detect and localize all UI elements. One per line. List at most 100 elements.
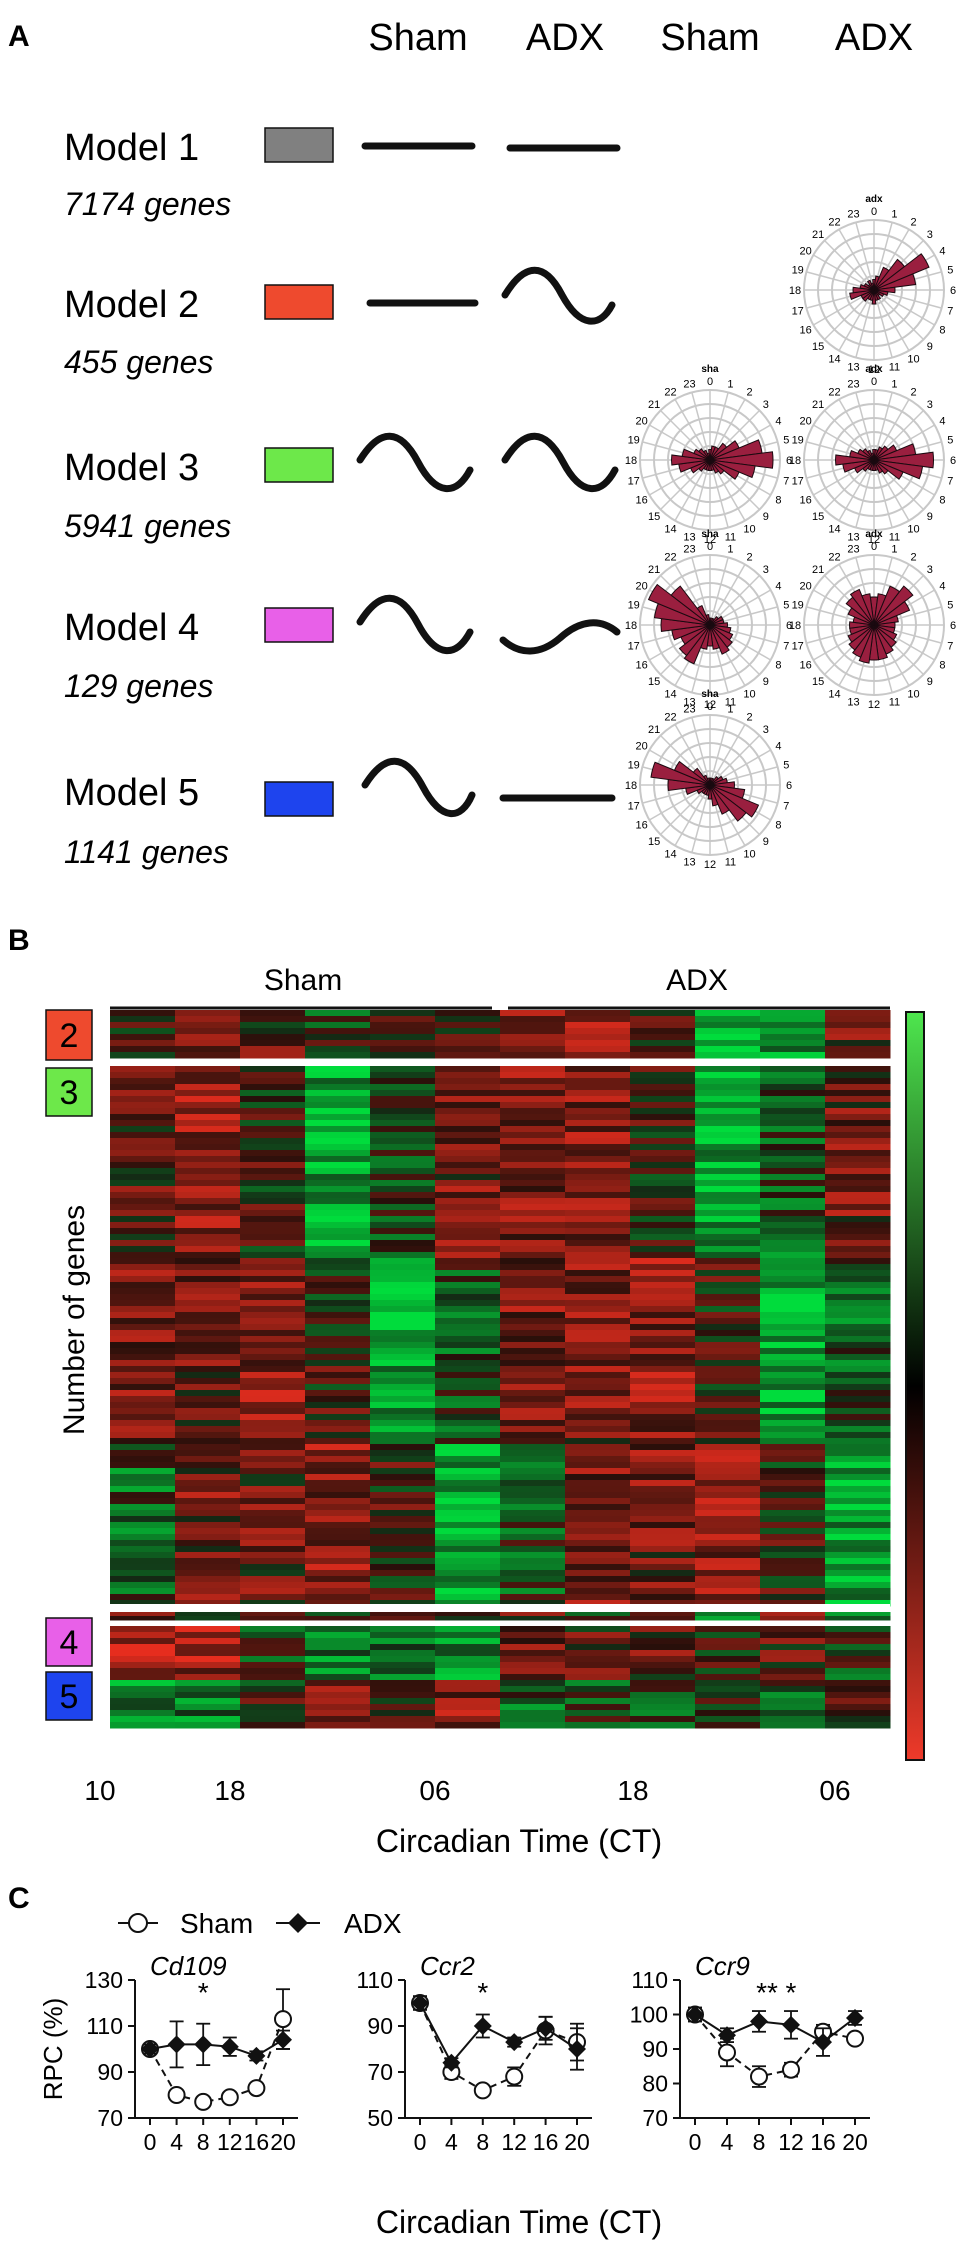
heatmap-cell bbox=[240, 1716, 306, 1723]
heatmap-cell bbox=[240, 1680, 306, 1687]
heatmap-cell bbox=[630, 1330, 696, 1337]
heatmap-cell bbox=[565, 1040, 631, 1047]
heatmap-cell bbox=[240, 1294, 306, 1301]
heatmap-cell bbox=[305, 1390, 371, 1397]
heatmap-cell bbox=[630, 1138, 696, 1145]
heatmap-cell bbox=[110, 1240, 176, 1247]
heatmap-cell bbox=[305, 1528, 371, 1535]
model-name: Model 5 bbox=[64, 772, 199, 814]
heatmap-cell bbox=[630, 1588, 696, 1595]
heatmap-cell bbox=[110, 1540, 176, 1547]
heatmap-cell bbox=[435, 1616, 501, 1621]
heatmap-cell bbox=[760, 1522, 826, 1529]
data-point-adx bbox=[247, 2046, 266, 2065]
x-tick-label: 8 bbox=[476, 2129, 489, 2155]
data-point-sham bbox=[846, 2029, 864, 2048]
heatmap-cell bbox=[435, 1710, 501, 1717]
heatmap-cell bbox=[500, 1492, 566, 1499]
heatmap-cell bbox=[305, 1282, 371, 1289]
adx-wave-line bbox=[501, 266, 616, 325]
heatmap-cell bbox=[500, 1120, 566, 1127]
rose-hour-label: 8 bbox=[775, 495, 781, 507]
heatmap-cell bbox=[630, 1722, 696, 1729]
heatmap-cell bbox=[240, 1270, 306, 1277]
heatmap-cell bbox=[370, 1300, 436, 1307]
heatmap-cell bbox=[110, 1432, 176, 1439]
heatmap-cell bbox=[825, 1594, 891, 1601]
heatmap-cell bbox=[435, 1402, 501, 1409]
heatmap-cell bbox=[240, 1588, 306, 1595]
heatmap-cell bbox=[695, 1516, 761, 1523]
heatmap-cell bbox=[110, 1114, 176, 1121]
heatmap-cell bbox=[760, 1498, 826, 1505]
heatmap-cell bbox=[175, 1698, 241, 1705]
heatmap-cell bbox=[630, 1198, 696, 1205]
heatmap-cell bbox=[630, 1576, 696, 1583]
heatmap-cell bbox=[305, 1462, 371, 1469]
heatmap-cell bbox=[175, 1222, 241, 1229]
heatmap-cell bbox=[760, 1456, 826, 1463]
heatmap-cell bbox=[435, 1282, 501, 1289]
model-name: Model 4 bbox=[64, 607, 199, 649]
heatmap-cell bbox=[760, 1294, 826, 1301]
heatmap-cell bbox=[500, 1616, 566, 1621]
heatmap-cell bbox=[825, 1462, 891, 1469]
rose-hour-label: 23 bbox=[683, 704, 695, 716]
heatmap-cell bbox=[695, 1662, 761, 1669]
heatmap-cell bbox=[760, 1282, 826, 1289]
rose-hour-label: 6 bbox=[786, 780, 792, 792]
heatmap-cell bbox=[760, 1378, 826, 1385]
data-point-adx bbox=[141, 2040, 159, 2058]
model-gene-count: 5941 genes bbox=[64, 508, 231, 544]
rose-bar bbox=[678, 624, 711, 657]
heatmap-cell bbox=[175, 1108, 241, 1115]
heatmap-cell bbox=[175, 1216, 241, 1223]
rose-hour-label: 9 bbox=[927, 341, 933, 353]
heatmap-cell bbox=[565, 1674, 631, 1681]
heatmap-cell bbox=[240, 1186, 306, 1193]
model-name: Model 2 bbox=[64, 284, 199, 326]
heatmap-cell bbox=[825, 1348, 891, 1355]
heatmap-cell bbox=[435, 1066, 501, 1073]
rose-plot-label: adx bbox=[865, 364, 883, 375]
heatmap-cell bbox=[630, 1174, 696, 1181]
heatmap-cell bbox=[435, 1312, 501, 1319]
heatmap-cell bbox=[110, 1348, 176, 1355]
heatmap-cell bbox=[565, 1534, 631, 1541]
rose-hour-label: 2 bbox=[910, 217, 916, 229]
heatmap-cell bbox=[825, 1180, 891, 1187]
rose-hour-label: 1 bbox=[891, 379, 897, 391]
heatmap-cell bbox=[565, 1638, 631, 1645]
heatmap-cell bbox=[500, 1132, 566, 1139]
heatmap-cell bbox=[630, 1420, 696, 1427]
heatmap-cell bbox=[240, 1384, 306, 1391]
heatmap-cell bbox=[370, 1132, 436, 1139]
heatmap-cell bbox=[565, 1354, 631, 1361]
heatmap-cell bbox=[565, 1438, 631, 1445]
rose-hour-label: 10 bbox=[743, 523, 755, 535]
heatmap-cell bbox=[565, 1264, 631, 1271]
heatmap-cell bbox=[630, 1010, 696, 1017]
rose-hour-label: 22 bbox=[664, 712, 676, 724]
heatmap-cell bbox=[760, 1650, 826, 1657]
heatmap-cell bbox=[760, 1462, 826, 1469]
heatmap-cell bbox=[175, 1040, 241, 1047]
heatmap-cell bbox=[500, 1168, 566, 1175]
heatmap-cell bbox=[695, 1450, 761, 1457]
heatmap-cell bbox=[695, 1288, 761, 1295]
heatmap-cell bbox=[760, 1028, 826, 1035]
heatmap-cell bbox=[500, 1258, 566, 1265]
heatmap-cell bbox=[825, 1216, 891, 1223]
heatmap-cell bbox=[760, 1612, 826, 1617]
legend-sham-marker bbox=[128, 1913, 148, 1933]
heatmap-cell bbox=[435, 1600, 501, 1607]
heatmap-cell bbox=[630, 1150, 696, 1157]
heatmap-cell bbox=[240, 1444, 306, 1451]
heatmap-cell bbox=[370, 1444, 436, 1451]
heatmap-cell bbox=[630, 1534, 696, 1541]
data-point-sham bbox=[167, 2086, 186, 2104]
heatmap-cell bbox=[305, 1360, 371, 1367]
heatmap-cell bbox=[370, 1612, 436, 1617]
heatmap-cell bbox=[760, 1222, 826, 1229]
